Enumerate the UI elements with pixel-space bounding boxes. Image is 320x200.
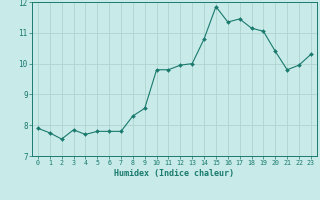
X-axis label: Humidex (Indice chaleur): Humidex (Indice chaleur) [115, 169, 234, 178]
